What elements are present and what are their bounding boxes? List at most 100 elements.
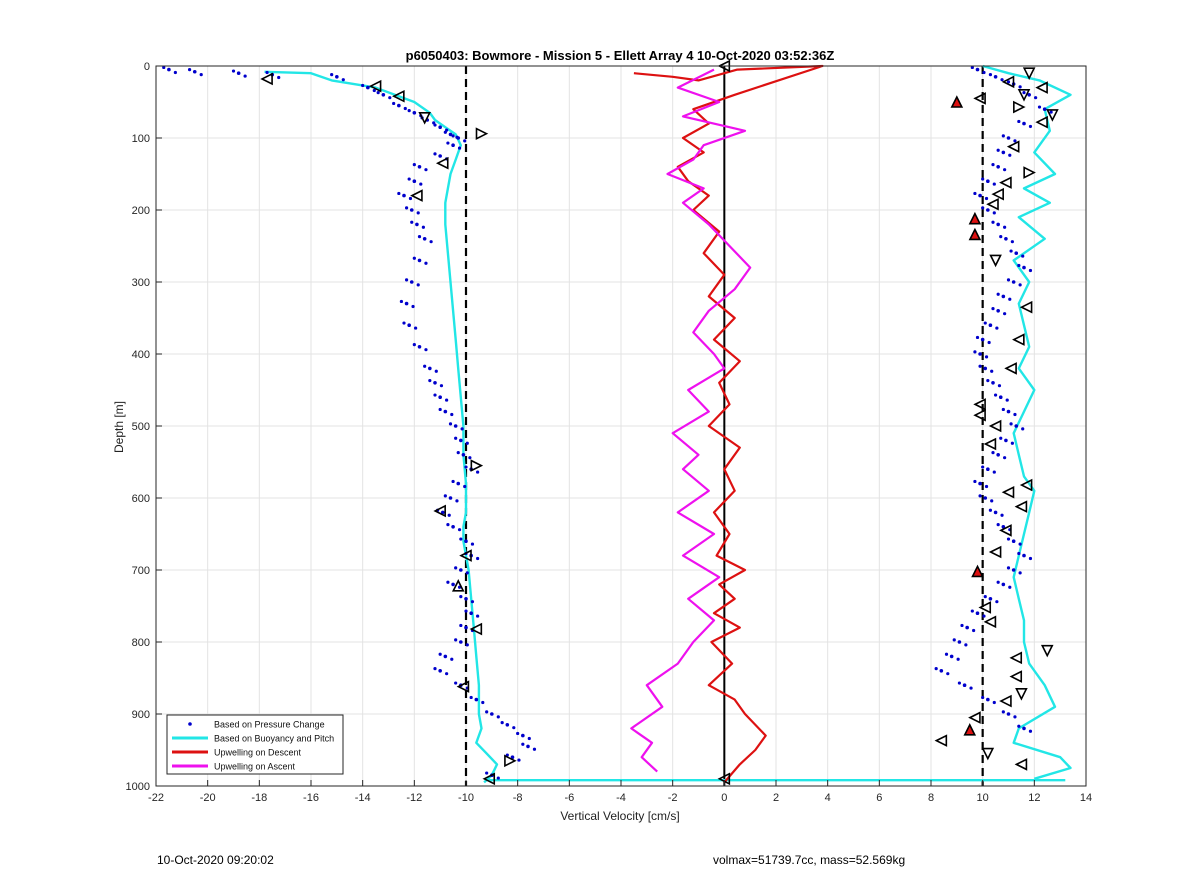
data-point (412, 343, 416, 347)
data-point (448, 422, 453, 426)
legend-swatch-points (188, 722, 192, 726)
data-point (1003, 312, 1007, 316)
data-point (417, 258, 422, 263)
marker-triangle (504, 754, 517, 768)
marker-triangle (973, 398, 986, 411)
x-tick-label: 12 (1028, 792, 1040, 804)
data-point (960, 623, 964, 628)
data-point (399, 299, 404, 304)
data-point (481, 700, 485, 705)
data-point (969, 686, 973, 690)
data-point (1014, 251, 1019, 255)
data-point (445, 398, 449, 402)
data-point (409, 280, 414, 284)
marker-triangle (1046, 109, 1059, 122)
data-point (946, 672, 950, 676)
data-point (993, 75, 998, 79)
data-point (1003, 168, 1007, 172)
marker-triangle (1009, 651, 1023, 665)
data-point (429, 240, 433, 244)
data-point (988, 508, 993, 512)
marker-triangle (1015, 688, 1028, 701)
data-point (1028, 556, 1033, 561)
data-point (231, 69, 236, 73)
data-point (407, 109, 411, 113)
data-point (1022, 91, 1026, 95)
data-point (162, 65, 166, 70)
x-tick-label: -6 (564, 792, 574, 804)
marker-triangle (983, 615, 997, 629)
data-point (417, 235, 422, 239)
data-point (434, 369, 438, 373)
marker-triangle (1001, 75, 1015, 89)
y-tick-label: 400 (132, 349, 150, 361)
data-point (450, 412, 454, 417)
data-point (411, 304, 415, 309)
data-point (443, 409, 448, 414)
data-point (996, 453, 1000, 457)
x-tick-label: -10 (458, 792, 474, 804)
legend: Based on Pressure Change Based on Buoyanc… (166, 714, 344, 775)
data-point (448, 132, 453, 137)
data-point (1011, 539, 1016, 543)
data-point (381, 93, 386, 97)
data-point (446, 141, 450, 145)
y-tick-label: 1000 (126, 781, 150, 793)
data-point (433, 123, 437, 127)
data-point (366, 85, 370, 90)
data-point (404, 301, 409, 306)
data-point (407, 323, 411, 328)
marker-triangle (451, 579, 465, 592)
data-point (982, 614, 986, 618)
data-point (944, 652, 949, 656)
data-point (1000, 513, 1004, 517)
data-point (952, 638, 956, 642)
data-point (972, 628, 976, 633)
data-point (433, 152, 437, 156)
data-point (407, 177, 411, 181)
data-point (975, 611, 980, 615)
data-point (438, 154, 442, 158)
data-point (996, 580, 1000, 584)
series-buoyancy-pitch (264, 64, 1072, 784)
data-point (1021, 254, 1025, 258)
data-point (1010, 240, 1014, 244)
data-point (424, 348, 428, 352)
data-point (459, 438, 463, 443)
data-point (476, 556, 480, 561)
x-tick-label: 10 (977, 792, 989, 804)
data-point (443, 130, 447, 134)
data-point (1013, 715, 1017, 719)
data-point (456, 481, 461, 486)
series-pressure-change (162, 65, 1053, 780)
data-point (1009, 249, 1013, 253)
data-point (424, 261, 428, 265)
marker-triangle (482, 772, 496, 786)
data-point (461, 453, 466, 457)
data-point (1017, 724, 1021, 728)
data-point (433, 381, 437, 385)
data-point (956, 657, 960, 661)
data-point (526, 744, 530, 749)
data-point (993, 393, 998, 397)
marker-triangle (410, 189, 423, 202)
data-point (330, 73, 334, 77)
y-tick-label: 100 (132, 133, 150, 145)
marker-triangle (1017, 89, 1031, 102)
data-point (460, 427, 464, 431)
data-point (419, 182, 423, 186)
data-point (1000, 78, 1004, 82)
x-axis-label: Vertical Velocity [cm/s] (560, 809, 679, 823)
data-point (510, 755, 515, 759)
data-point (516, 731, 520, 736)
data-point (469, 611, 473, 615)
data-point (1006, 712, 1011, 716)
data-point (187, 68, 192, 72)
series-line-segment (264, 70, 499, 784)
data-point (965, 625, 969, 630)
data-point (476, 470, 480, 474)
data-point (986, 179, 990, 183)
data-point (505, 723, 510, 727)
marker-triangle (1012, 333, 1025, 346)
data-point (981, 465, 985, 469)
